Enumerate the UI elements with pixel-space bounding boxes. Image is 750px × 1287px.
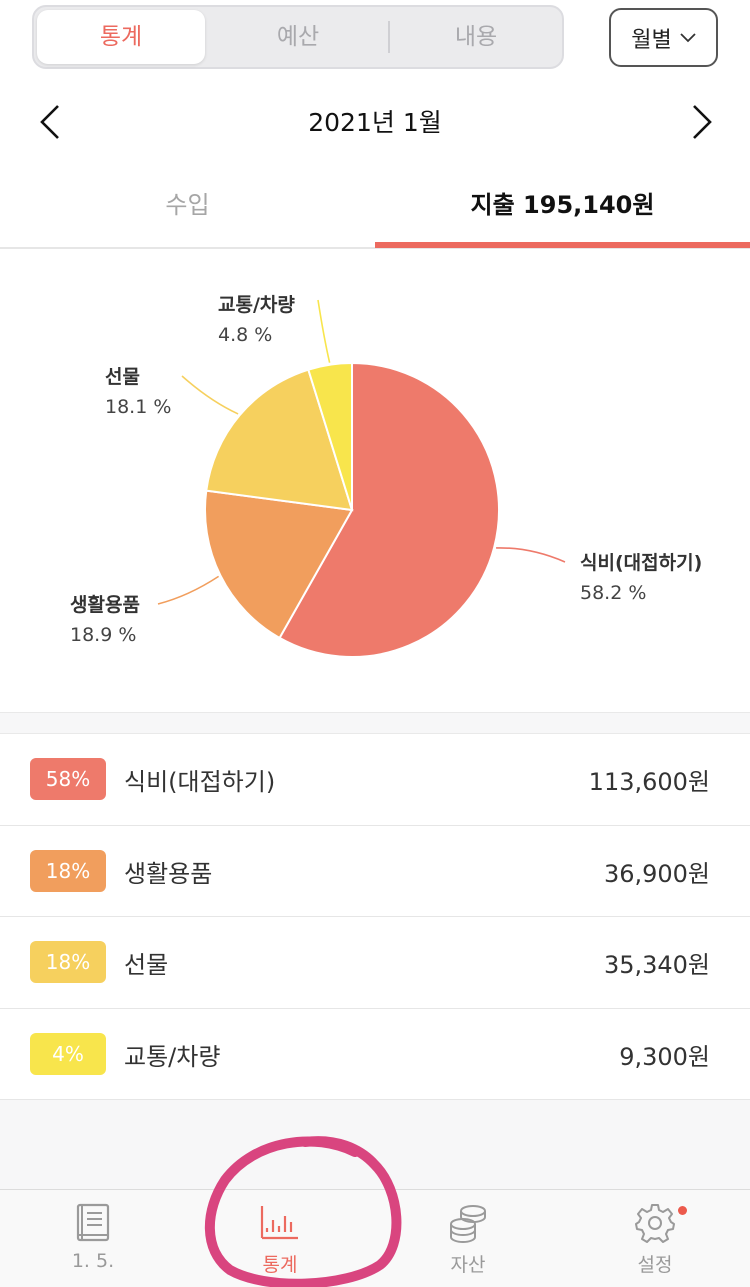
period-select-button[interactable]: 월별 [609, 8, 718, 67]
tab-income[interactable]: 수입 [165, 191, 210, 219]
category-name: 식비(대접하기) [124, 768, 276, 796]
slice-percent: 18.1 % [105, 396, 172, 418]
tabbar-label: 설정 [637, 1254, 673, 1276]
pie-slice[interactable] [204, 489, 354, 640]
slice-label-transport: 교통/차량 4.8 % [218, 290, 295, 350]
category-amount: 9,300원 [619, 1042, 710, 1071]
list-footer-space [0, 1100, 750, 1190]
category-name: 생활용품 [124, 859, 213, 888]
slice-name: 식비(대접하기) [580, 552, 703, 574]
list-item[interactable]: 4% 교통/차량 9,300원 [0, 1009, 750, 1100]
category-list: 58% 식비(대접하기) 113,600원 18% 생활용품 36,900원 1… [0, 734, 750, 1100]
slice-name: 교통/차량 [218, 294, 295, 316]
ledger-book-icon [76, 1203, 110, 1242]
chevron-down-icon [680, 32, 696, 42]
pie-leader-line [317, 299, 331, 363]
segment-statistics[interactable]: 통계 [37, 10, 205, 64]
notification-dot [678, 1206, 687, 1215]
view-segmented-control: 통계 예산 내용 [32, 5, 564, 69]
tabbar-label: 통계 [262, 1254, 298, 1276]
category-name: 교통/차량 [124, 1042, 221, 1071]
category-amount: 35,340원 [603, 951, 710, 979]
section-separator [0, 712, 750, 734]
category-amount: 113,600원 [588, 768, 710, 796]
slice-percent: 18.9 % [70, 624, 137, 646]
bar-chart-icon [260, 1206, 298, 1240]
list-item[interactable]: 18% 선물 35,340원 [0, 917, 750, 1009]
pie-slice[interactable] [205, 368, 354, 512]
pie-slice[interactable] [307, 361, 353, 511]
percent-badge: 18% [30, 849, 106, 892]
percent-badge: 58% [30, 758, 106, 800]
period-select-label: 월별 [631, 27, 672, 53]
segment-budget[interactable]: 예산 [276, 24, 320, 50]
segment-details[interactable]: 내용 [454, 24, 498, 50]
slice-name: 생활용품 [70, 594, 140, 616]
tabbar-item-ledger[interactable]: 1. 5. [43, 1202, 143, 1272]
slice-label-household: 생활용품 18.9 % [70, 590, 140, 650]
slice-percent: 58.2 % [580, 582, 647, 604]
pie-chart-svg [157, 299, 566, 658]
slice-label-food: 식비(대접하기) 58.2 % [580, 548, 702, 608]
pie-leader-line [496, 547, 566, 563]
slice-name: 선물 [105, 366, 140, 388]
bottom-tab-bar: 1. 5. 통계 자산 설정 [0, 1189, 750, 1287]
category-name: 선물 [124, 951, 169, 979]
list-item[interactable]: 18% 생활용품 36,900원 [0, 826, 750, 917]
expense-pie-chart: 식비(대접하기) 58.2 % 생활용품 18.9 % 선물 18.1 % 교통… [0, 250, 750, 712]
slice-label-gift: 선물 18.1 % [105, 362, 171, 422]
list-item[interactable]: 58% 식비(대접하기) 113,600원 [0, 734, 750, 826]
chevron-right-icon[interactable] [686, 103, 716, 141]
active-tab-indicator [375, 242, 750, 248]
pie-leader-line [157, 575, 220, 605]
chevron-left-icon[interactable] [36, 103, 66, 141]
percent-badge: 4% [30, 1032, 106, 1075]
tabbar-item-assets[interactable]: 자산 [418, 1202, 518, 1277]
pie-leader-line [181, 375, 239, 415]
coins-icon [450, 1205, 486, 1244]
tabbar-item-settings[interactable]: 설정 [605, 1202, 705, 1277]
pie-slice[interactable] [278, 361, 500, 658]
month-navigation: 2021년 1월 [0, 95, 750, 149]
percent-badge: 18% [30, 941, 106, 983]
segment-divider [388, 21, 390, 53]
month-title: 2021년 1월 [308, 108, 442, 137]
tabbar-item-statistics[interactable]: 통계 [230, 1202, 330, 1277]
category-amount: 36,900원 [603, 859, 710, 888]
gear-icon [635, 1204, 675, 1243]
slice-percent: 4.8 % [218, 324, 273, 346]
tabbar-label: 자산 [450, 1254, 486, 1276]
tab-expense[interactable]: 지출 195,140원 [470, 191, 655, 219]
income-expense-tabs: 수입 지출 195,140원 [0, 172, 750, 249]
tabbar-label: 1. 5. [71, 1250, 115, 1272]
